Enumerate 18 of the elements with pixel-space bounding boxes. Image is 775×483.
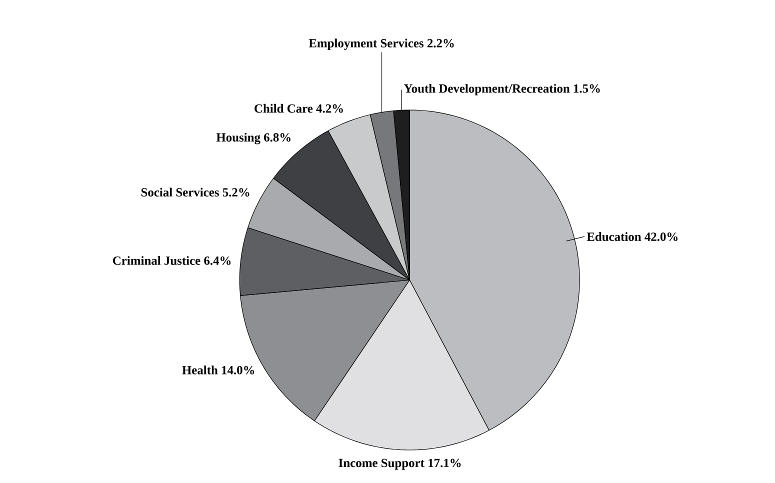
slice-label: Income Support <box>338 458 424 470</box>
slice-label: Employment Services <box>308 38 424 50</box>
data-label: 17.1% <box>428 458 461 468</box>
data-label: 5.2% <box>222 188 250 197</box>
slice-label: Criminal Justice <box>113 256 200 265</box>
slice-label: Education <box>586 232 642 241</box>
data-label: 1.5% <box>574 84 600 93</box>
data-label: 6.8% <box>264 133 290 142</box>
data-label: 6.4% <box>204 256 231 265</box>
data-label: 2.2% <box>427 39 454 48</box>
data-label: 14.0% <box>222 366 254 374</box>
slice-label: Child Care <box>254 104 313 113</box>
slice-label: Housing <box>216 132 260 144</box>
slice-label: Youth Development/Recreation <box>404 84 570 96</box>
slice-label: Social Services <box>141 188 219 197</box>
data-label: 42.0% <box>644 232 678 241</box>
data-label: 4.2% <box>316 104 343 113</box>
slice-label: Health <box>182 366 218 374</box>
